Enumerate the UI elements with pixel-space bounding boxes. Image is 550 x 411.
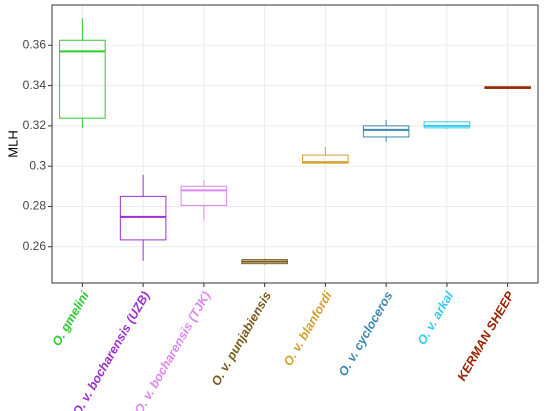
y-axis-label: MLH	[5, 130, 20, 157]
x-tick-label: O. gmelini	[49, 289, 92, 349]
box	[362, 125, 410, 138]
x-tick-label: O. v. arkal	[415, 289, 457, 348]
box-group	[119, 174, 167, 261]
box	[302, 154, 349, 164]
x-tick-label: O. v. cycloceros	[336, 289, 396, 378]
box-group	[241, 258, 288, 265]
box	[423, 121, 471, 129]
y-tick-label: 0.26	[23, 239, 47, 253]
box-group	[484, 86, 531, 89]
y-tick-label: 0.32	[23, 118, 47, 132]
box	[180, 185, 228, 206]
x-tick-label: O. v. punjabiensis	[209, 289, 274, 388]
y-tick-label: 0.28	[23, 199, 47, 213]
plot-frame	[51, 4, 539, 284]
box-group	[302, 147, 349, 164]
box-group	[180, 180, 228, 221]
box-group	[423, 120, 471, 129]
x-tick-label: O. v. blanfordi	[281, 289, 335, 369]
box	[119, 195, 167, 241]
box	[59, 39, 106, 119]
plot-background	[52, 5, 538, 283]
box-group	[362, 119, 410, 142]
y-tick-label: 0.34	[23, 78, 47, 92]
y-tick-label: 0.36	[23, 37, 47, 51]
box-group	[59, 18, 106, 128]
y-tick-label: 0.3	[29, 158, 46, 172]
x-tick-label: KERMAN SHEEP	[455, 289, 518, 384]
